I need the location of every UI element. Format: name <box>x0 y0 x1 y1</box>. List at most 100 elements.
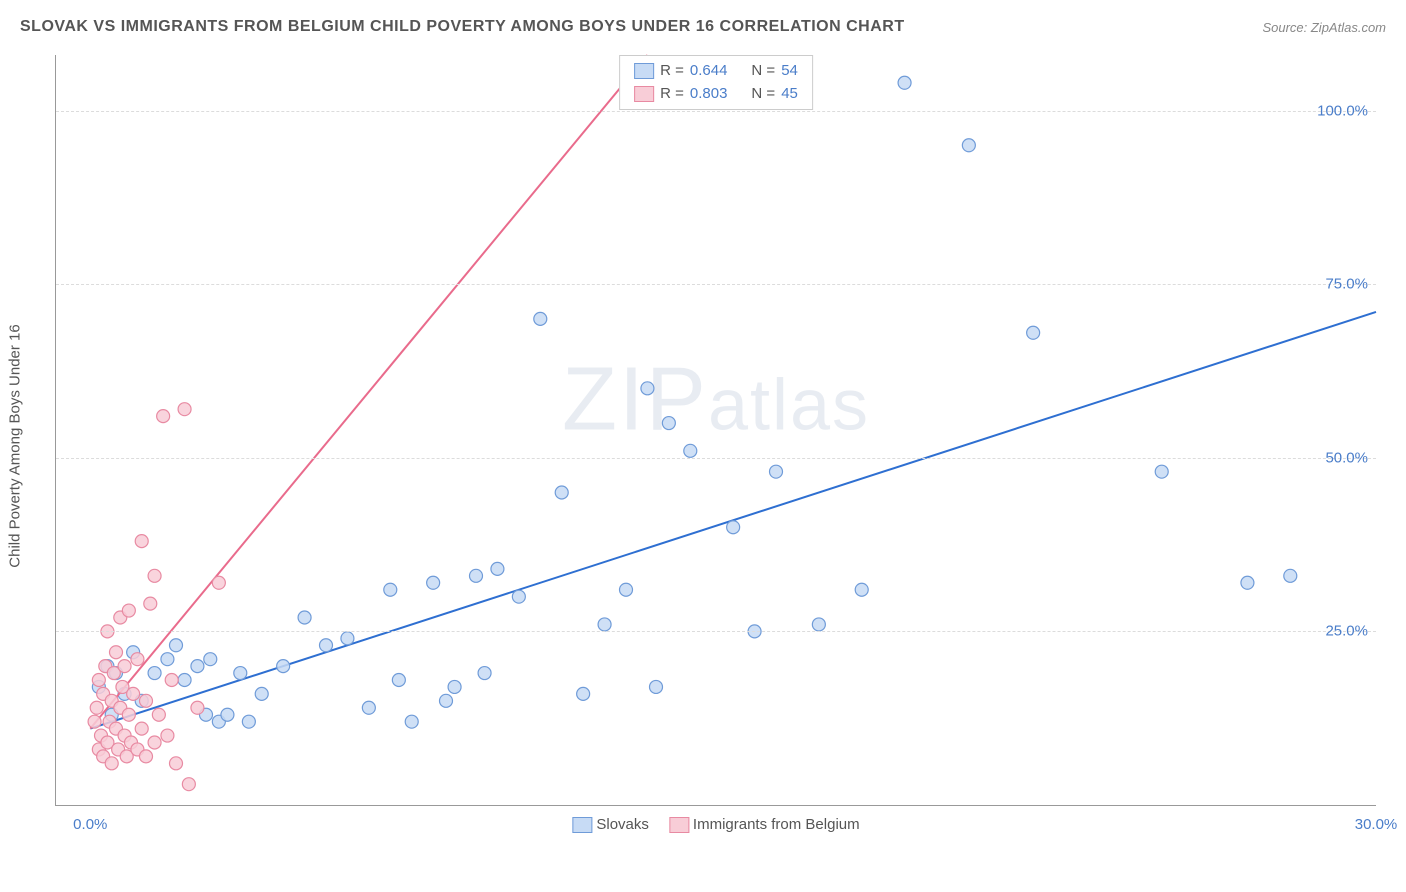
y-axis-title: Child Poverty Among Boys Under 16 <box>7 324 24 567</box>
data-point <box>478 667 491 680</box>
data-point <box>182 778 195 791</box>
data-point <box>555 486 568 499</box>
stat-r-value: 0.803 <box>690 83 728 106</box>
plot-area: ZIPatlas R = 0.644N = 54R = 0.803N = 45 … <box>55 55 1376 806</box>
data-point <box>165 674 178 687</box>
legend-label: Slovaks <box>596 816 649 833</box>
data-point <box>140 750 153 763</box>
data-point <box>427 576 440 589</box>
data-point <box>161 729 174 742</box>
data-point <box>152 708 165 721</box>
data-point <box>577 687 590 700</box>
data-point <box>204 653 217 666</box>
data-point <box>118 660 131 673</box>
gridline <box>56 458 1376 459</box>
data-point <box>440 694 453 707</box>
data-point <box>962 139 975 152</box>
data-point <box>135 535 148 548</box>
y-tick-label: 100.0% <box>1317 102 1368 119</box>
data-point <box>1155 465 1168 478</box>
data-point <box>178 403 191 416</box>
title-bar: SLOVAK VS IMMIGRANTS FROM BELGIUM CHILD … <box>20 18 1386 36</box>
data-point <box>598 618 611 631</box>
data-point <box>812 618 825 631</box>
data-point <box>341 632 354 645</box>
data-point <box>170 639 183 652</box>
data-point <box>122 708 135 721</box>
stats-row: R = 0.644 N = 54 <box>634 60 798 83</box>
data-point <box>855 583 868 596</box>
data-point <box>298 611 311 624</box>
gridline <box>56 631 1376 632</box>
data-point <box>405 715 418 728</box>
stats-box: R = 0.644 N = 54 R = 0.803 N = 45 <box>619 55 813 110</box>
data-point <box>90 701 103 714</box>
chart-title: SLOVAK VS IMMIGRANTS FROM BELGIUM CHILD … <box>20 18 905 36</box>
data-point <box>191 701 204 714</box>
data-point <box>212 576 225 589</box>
data-point <box>491 562 504 575</box>
data-point <box>898 76 911 89</box>
data-point <box>148 569 161 582</box>
data-point <box>255 687 268 700</box>
data-point <box>191 660 204 673</box>
legend-item: Slovaks <box>572 816 649 833</box>
data-point <box>770 465 783 478</box>
data-point <box>170 757 183 770</box>
data-point <box>534 312 547 325</box>
stat-r-label: R = <box>660 83 684 106</box>
swatch-icon <box>634 63 654 79</box>
data-point <box>110 646 123 659</box>
y-tick-label: 50.0% <box>1325 449 1368 466</box>
regression-line <box>90 55 647 729</box>
data-point <box>157 410 170 423</box>
data-point <box>140 694 153 707</box>
data-point <box>727 521 740 534</box>
data-point <box>1027 326 1040 339</box>
data-point <box>221 708 234 721</box>
stat-n-value: 45 <box>781 83 798 106</box>
data-point <box>384 583 397 596</box>
data-point <box>144 597 157 610</box>
scatter-plot-svg <box>56 55 1376 805</box>
stats-row: R = 0.803 N = 45 <box>634 83 798 106</box>
data-point <box>277 660 290 673</box>
data-point <box>684 444 697 457</box>
source-label: Source: ZipAtlas.com <box>1262 20 1386 35</box>
legend-label: Immigrants from Belgium <box>693 816 860 833</box>
data-point <box>641 382 654 395</box>
data-point <box>92 674 105 687</box>
data-point <box>1284 569 1297 582</box>
swatch-icon <box>572 817 592 833</box>
data-point <box>448 680 461 693</box>
gridline <box>56 111 1376 112</box>
data-point <box>1241 576 1254 589</box>
data-point <box>131 653 144 666</box>
data-point <box>135 722 148 735</box>
data-point <box>362 701 375 714</box>
data-point <box>620 583 633 596</box>
stat-r-value: 0.644 <box>690 60 728 83</box>
data-point <box>122 604 135 617</box>
data-point <box>234 667 247 680</box>
swatch-icon <box>634 86 654 102</box>
y-tick-label: 25.0% <box>1325 623 1368 640</box>
legend: Slovaks Immigrants from Belgium <box>572 816 859 833</box>
data-point <box>662 417 675 430</box>
data-point <box>512 590 525 603</box>
data-point <box>470 569 483 582</box>
stat-n-value: 54 <box>781 60 798 83</box>
swatch-icon <box>669 817 689 833</box>
data-point <box>392 674 405 687</box>
stat-n-label: N = <box>751 60 775 83</box>
data-point <box>105 757 118 770</box>
legend-item: Immigrants from Belgium <box>669 816 860 833</box>
x-tick-label: 0.0% <box>73 816 107 833</box>
stat-n-label: N = <box>751 83 775 106</box>
stat-r-label: R = <box>660 60 684 83</box>
data-point <box>148 667 161 680</box>
x-tick-label: 30.0% <box>1355 816 1398 833</box>
data-point <box>88 715 101 728</box>
gridline <box>56 284 1376 285</box>
data-point <box>161 653 174 666</box>
